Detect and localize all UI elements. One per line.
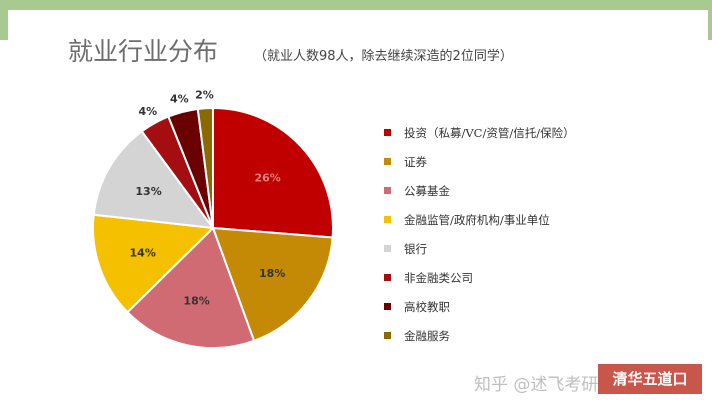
pie-label-0: 26% <box>254 172 280 185</box>
legend-label: 金融监管/政府机构/事业单位 <box>404 212 550 227</box>
legend-label: 金融服务 <box>404 328 450 343</box>
legend-label: 非金融类公司 <box>404 270 473 285</box>
legend-label: 投资（私募/VC/资管/信托/保险） <box>404 125 575 140</box>
pie-slice-3 <box>92 213 216 314</box>
legend-swatch <box>384 158 391 165</box>
legend-swatch <box>384 245 391 252</box>
pie-label-6: 4% <box>170 92 189 105</box>
legend-item-2: 公募基金 <box>384 176 575 205</box>
legend-swatch <box>384 216 391 223</box>
legend-swatch <box>384 129 391 136</box>
pie-label-5: 4% <box>139 105 158 118</box>
pie-slice-7 <box>196 106 214 229</box>
legend-item-3: 金融监管/政府机构/事业单位 <box>384 205 575 234</box>
pie-slice-4 <box>92 129 216 230</box>
pie-label-3: 14% <box>130 246 156 259</box>
pie-label-2: 18% <box>183 295 209 308</box>
legend-swatch <box>384 332 391 339</box>
legend-item-7: 金融服务 <box>384 321 575 350</box>
watermark-logo: 清华五道口 <box>598 364 702 394</box>
legend-label: 公募基金 <box>404 183 450 198</box>
pie-label-1: 18% <box>259 267 285 280</box>
legend-swatch <box>384 303 391 310</box>
legend-item-0: 投资（私募/VC/资管/信托/保险） <box>384 118 575 147</box>
watermark-text: 知乎 @述飞考研 <box>474 375 599 395</box>
legend-label: 高校教职 <box>404 299 450 314</box>
pie-slice-1 <box>211 226 334 343</box>
legend-item-4: 银行 <box>384 234 575 263</box>
legend-item-6: 高校教职 <box>384 292 575 321</box>
pie-label-7: 2% <box>195 88 214 101</box>
chart-title: 就业行业分布 <box>68 37 219 66</box>
pie-slice-0 <box>212 106 334 239</box>
pie-slice-2 <box>126 226 256 349</box>
chart-legend: 投资（私募/VC/资管/信托/保险） 证券公募基金金融监管/政府机构/事业单位 银行… <box>384 118 575 350</box>
legend-label: 银行 <box>404 241 427 256</box>
pie-chart: 26% 18% 18% 14% 13% 4% 4% 2% <box>92 88 334 349</box>
legend-swatch <box>384 187 391 194</box>
legend-item-5: 非金融类公司 <box>384 263 575 292</box>
legend-item-1: 证券 <box>384 147 575 176</box>
legend-swatch <box>384 274 391 281</box>
pie-label-4: 13% <box>135 185 161 198</box>
chart-subtitle: （就业人数98人，除去继续深造的2位同学） <box>254 49 513 64</box>
chart-card: 就业行业分布 （就业人数98人，除去继续深造的2位同学） 26% 18% 18% 14… <box>8 10 708 396</box>
legend-label: 证券 <box>404 154 427 169</box>
